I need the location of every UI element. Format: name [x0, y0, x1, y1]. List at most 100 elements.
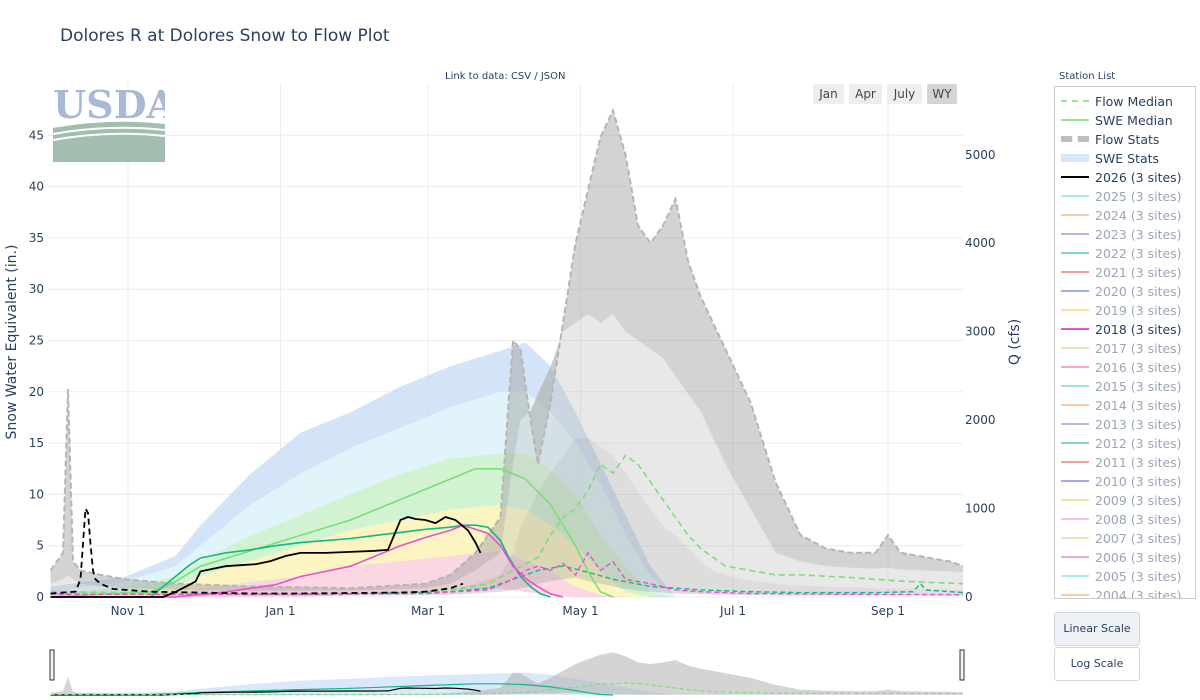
legend-label: Flow Stats [1095, 132, 1160, 147]
legend-swatch [1061, 136, 1089, 142]
legend-swatch [1061, 480, 1089, 482]
log-scale-button[interactable]: Log Scale [1054, 647, 1140, 681]
legend-item[interactable]: Flow Median [1055, 92, 1195, 111]
legend-item[interactable]: 2025 (3 sites) [1055, 187, 1195, 206]
x-tick-label: Mar 1 [411, 604, 445, 618]
y-tick-label: 0 [36, 590, 44, 604]
legend-item[interactable]: 2019 (3 sites) [1055, 301, 1195, 320]
legend-item[interactable]: 2011 (3 sites) [1055, 453, 1195, 472]
y-tick-label: 5 [36, 539, 44, 553]
swe-median-line [50, 467, 614, 598]
range-button-wy[interactable]: WY [927, 84, 957, 104]
slider-swe-median [50, 683, 614, 696]
legend-swatch [1061, 233, 1089, 235]
range-button-july[interactable]: July [887, 84, 922, 104]
legend-label: 2014 (3 sites) [1095, 398, 1182, 413]
y-tick-label: 15 [29, 436, 44, 450]
legend-item[interactable]: 2012 (3 sites) [1055, 434, 1195, 453]
legend-item[interactable]: 2006 (3 sites) [1055, 548, 1195, 567]
legend-label: 2026 (3 sites) [1095, 170, 1182, 185]
legend-label: 2022 (3 sites) [1095, 246, 1182, 261]
flow-band-lower [50, 437, 963, 596]
legend-label: 2004 (3 sites) [1095, 588, 1182, 599]
legend-item[interactable]: 2015 (3 sites) [1055, 377, 1195, 396]
legend-swatch [1061, 154, 1089, 162]
legend-swatch [1061, 385, 1089, 387]
range-button-jan[interactable]: Jan [813, 84, 844, 104]
slider-2026-line [50, 687, 481, 696]
swe-2026-line [50, 516, 482, 598]
data-download-link[interactable]: Link to data: CSV / JSON [445, 71, 566, 82]
legend-swatch [1061, 252, 1089, 254]
y2-tick-label: 1000 [965, 502, 996, 516]
legend-swatch [1061, 556, 1089, 558]
flow-max-line [49, 107, 964, 590]
legend-item[interactable]: Flow Stats [1055, 130, 1195, 149]
legend-item[interactable]: 2024 (3 sites) [1055, 206, 1195, 225]
legend-label: 2011 (3 sites) [1095, 455, 1182, 470]
legend-swatch [1061, 347, 1089, 349]
legend-swatch [1061, 594, 1089, 596]
range-slider[interactable] [49, 649, 965, 696]
slider-flow-band [50, 652, 963, 695]
slider-handle-right[interactable] [959, 649, 965, 681]
legend-item[interactable]: 2009 (3 sites) [1055, 491, 1195, 510]
legend-label: 2017 (3 sites) [1095, 341, 1182, 356]
legend-item[interactable]: 2004 (3 sites) [1055, 586, 1195, 599]
y2-tick-label: 3000 [965, 325, 996, 339]
legend-swatch [1061, 423, 1089, 425]
y-tick-label: 30 [29, 282, 44, 296]
legend-item[interactable]: 2005 (3 sites) [1055, 567, 1195, 586]
legend-swatch [1061, 518, 1089, 520]
legend-item[interactable]: 2010 (3 sites) [1055, 472, 1195, 491]
legend-label: 2015 (3 sites) [1095, 379, 1182, 394]
x-tick-label: Sep 1 [871, 604, 905, 618]
legend-swatch [1061, 290, 1089, 292]
legend-label: SWE Stats [1095, 151, 1160, 166]
y2-tick-label: 4000 [965, 236, 996, 250]
slider-handle-left[interactable] [49, 649, 55, 681]
y-tick-label: 35 [29, 231, 44, 245]
flow-2026-line [50, 505, 464, 595]
y-tick-label: 10 [29, 487, 44, 501]
y2-tick-label: 5000 [965, 148, 996, 162]
swe-band-upper [50, 391, 676, 597]
legend-swatch [1061, 195, 1089, 197]
axes: 0 5 10 15 20 25 30 35 40 45 0 1000 2000 3000 4000 5000 N… [29, 128, 996, 618]
linear-scale-button[interactable]: Linear Scale [1054, 612, 1140, 646]
legend-swatch [1061, 119, 1089, 121]
legend-item[interactable]: 2026 (3 sites) [1055, 168, 1195, 187]
x-tick-label: Jan 1 [265, 604, 296, 618]
swe-band-min [50, 550, 676, 597]
legend-label: 2012 (3 sites) [1095, 436, 1182, 451]
legend-label: 2010 (3 sites) [1095, 474, 1182, 489]
svg-text:USDA: USDA [53, 84, 165, 127]
legend-item[interactable]: SWE Stats [1055, 149, 1195, 168]
legend-swatch [1061, 461, 1089, 463]
flow-2018-line [50, 551, 964, 596]
legend-label: 2024 (3 sites) [1095, 208, 1182, 223]
range-button-apr[interactable]: Apr [849, 84, 882, 104]
legend-item[interactable]: 2018 (3 sites) [1055, 320, 1195, 339]
y-tick-label: 20 [29, 385, 44, 399]
swe-2018-line [50, 524, 564, 598]
legend-item[interactable]: 2008 (3 sites) [1055, 510, 1195, 529]
legend-item[interactable]: 2014 (3 sites) [1055, 396, 1195, 415]
usda-logo: USDA [52, 82, 177, 162]
legend-item[interactable]: 2007 (3 sites) [1055, 529, 1195, 548]
legend-item[interactable]: 2021 (3 sites) [1055, 263, 1195, 282]
legend-swatch [1061, 100, 1089, 102]
legend-label: 2023 (3 sites) [1095, 227, 1182, 242]
legend-item[interactable]: 2016 (3 sites) [1055, 358, 1195, 377]
legend-item[interactable]: 2013 (3 sites) [1055, 415, 1195, 434]
legend-item[interactable]: 2023 (3 sites) [1055, 225, 1195, 244]
legend-item[interactable]: SWE Median [1055, 111, 1195, 130]
legend-swatch [1061, 328, 1089, 330]
legend-item[interactable]: 2020 (3 sites) [1055, 282, 1195, 301]
legend-label: Flow Median [1095, 94, 1173, 109]
legend-label: 2006 (3 sites) [1095, 550, 1182, 565]
legend-item[interactable]: 2022 (3 sites) [1055, 244, 1195, 263]
legend-swatch [1061, 309, 1089, 311]
legend-item[interactable]: 2017 (3 sites) [1055, 339, 1195, 358]
legend-label: 2007 (3 sites) [1095, 531, 1182, 546]
